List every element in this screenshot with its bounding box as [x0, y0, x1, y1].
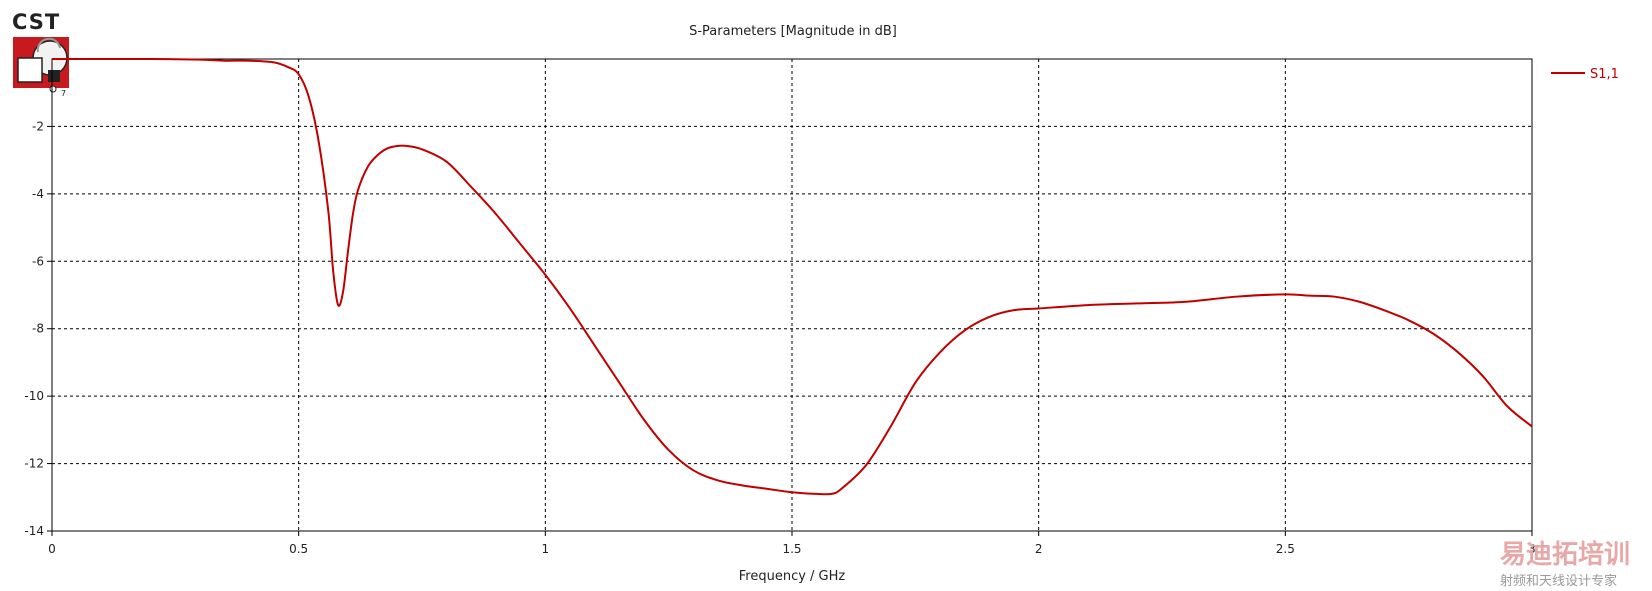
watermark-line2: 射频和天线设计专家	[1500, 573, 1617, 589]
y-tick-label: -10	[24, 389, 44, 403]
x-tick-label: 3	[1528, 542, 1536, 556]
watermark: 易迪拓培训 射频和天线设计专家	[1500, 540, 1630, 589]
watermark-line1: 易迪拓培训	[1500, 540, 1630, 570]
logo-text: CST	[12, 10, 60, 34]
y-tick-labels: -14 -12 -10 -8 -6 -4 -2	[24, 119, 52, 538]
y-tick-label: -4	[32, 187, 44, 201]
x-axis-label: Frequency / GHz	[739, 569, 846, 584]
x-tick-labels: 0 0.5 1 1.5 2 2.5 3	[48, 531, 1536, 556]
y-tick-label: -2	[32, 119, 44, 133]
x-tick-label: 2	[1035, 542, 1043, 556]
x-tick-label: 0.5	[289, 542, 308, 556]
grid	[52, 59, 1532, 531]
y-tick-label: -12	[24, 457, 44, 471]
x-tick-label: 1.5	[782, 542, 801, 556]
logo-small-block	[48, 70, 60, 82]
y-tick-label: -14	[24, 524, 44, 538]
y-tick-label: -8	[32, 322, 44, 336]
logo-cube	[17, 57, 43, 83]
x-tick-label: 2.5	[1276, 542, 1295, 556]
svg-text:7: 7	[61, 89, 66, 98]
y-tick-label: -6	[32, 254, 44, 268]
chart-title: S-Parameters [Magnitude in dB]	[689, 24, 897, 39]
series-line-s11	[52, 57, 1533, 496]
x-tick-label: 0	[48, 542, 56, 556]
legend[interactable]: S1,1	[1551, 67, 1619, 82]
x-tick-label: 1	[542, 542, 550, 556]
cst-logo: CST 7	[12, 10, 69, 98]
legend-label: S1,1	[1590, 67, 1619, 82]
